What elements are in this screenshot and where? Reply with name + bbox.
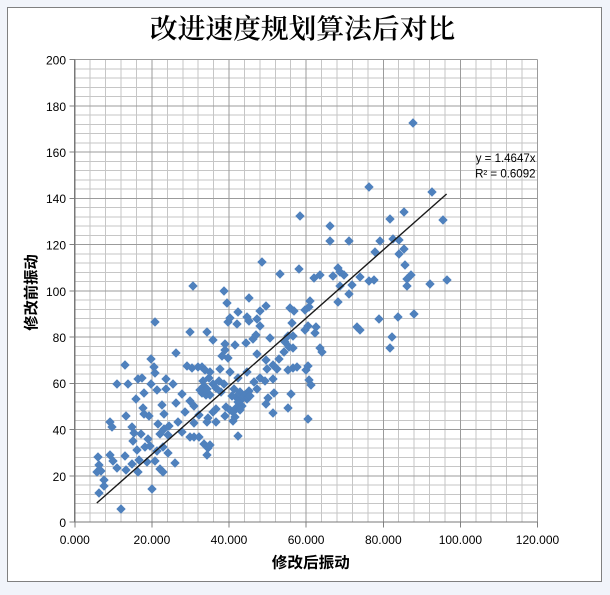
svg-text:120.000: 120.000 <box>516 533 560 547</box>
svg-text:80.000: 80.000 <box>365 533 402 547</box>
svg-text:100: 100 <box>46 285 66 299</box>
svg-text:120: 120 <box>46 239 66 253</box>
svg-text:R² = 0.6092: R² = 0.6092 <box>475 169 535 181</box>
svg-text:180: 180 <box>46 100 66 114</box>
svg-text:20: 20 <box>53 470 67 484</box>
svg-text:0: 0 <box>59 516 66 530</box>
svg-text:40: 40 <box>53 424 67 438</box>
svg-text:60.000: 60.000 <box>288 533 325 547</box>
svg-text:0.000: 0.000 <box>60 533 90 547</box>
svg-text:60: 60 <box>53 377 67 391</box>
svg-text:80: 80 <box>53 331 67 345</box>
svg-text:100.000: 100.000 <box>439 533 483 547</box>
svg-text:40.000: 40.000 <box>211 533 248 547</box>
svg-text:160: 160 <box>46 146 66 160</box>
svg-text:y = 1.4647x: y = 1.4647x <box>476 153 536 165</box>
svg-text:20.000: 20.000 <box>134 533 171 547</box>
svg-text:140: 140 <box>46 192 66 206</box>
svg-text:200: 200 <box>46 54 66 68</box>
